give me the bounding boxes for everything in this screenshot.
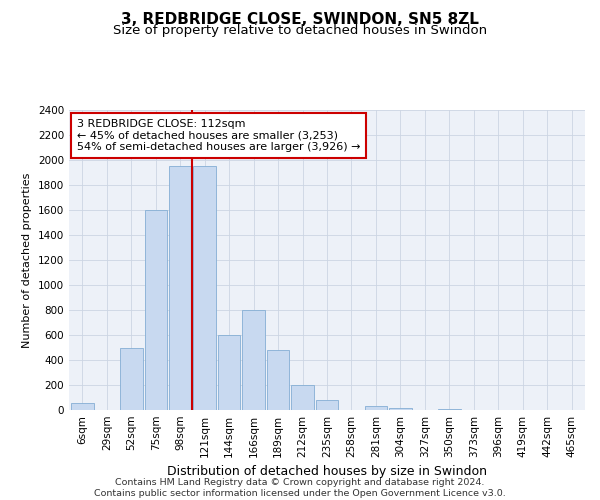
- X-axis label: Distribution of detached houses by size in Swindon: Distribution of detached houses by size …: [167, 466, 487, 478]
- Bar: [267, 350, 289, 410]
- Text: Size of property relative to detached houses in Swindon: Size of property relative to detached ho…: [113, 24, 487, 37]
- Bar: [71, 403, 94, 410]
- Bar: [218, 335, 241, 410]
- Bar: [389, 408, 412, 410]
- Y-axis label: Number of detached properties: Number of detached properties: [22, 172, 32, 348]
- Bar: [193, 166, 216, 410]
- Bar: [316, 400, 338, 410]
- Text: 3, REDBRIDGE CLOSE, SWINDON, SN5 8ZL: 3, REDBRIDGE CLOSE, SWINDON, SN5 8ZL: [121, 12, 479, 28]
- Bar: [169, 166, 191, 410]
- Text: 3 REDBRIDGE CLOSE: 112sqm
← 45% of detached houses are smaller (3,253)
54% of se: 3 REDBRIDGE CLOSE: 112sqm ← 45% of detac…: [77, 119, 360, 152]
- Bar: [120, 348, 143, 410]
- Text: Contains HM Land Registry data © Crown copyright and database right 2024.
Contai: Contains HM Land Registry data © Crown c…: [94, 478, 506, 498]
- Bar: [365, 406, 387, 410]
- Bar: [242, 310, 265, 410]
- Bar: [145, 210, 167, 410]
- Bar: [438, 409, 461, 410]
- Bar: [291, 385, 314, 410]
